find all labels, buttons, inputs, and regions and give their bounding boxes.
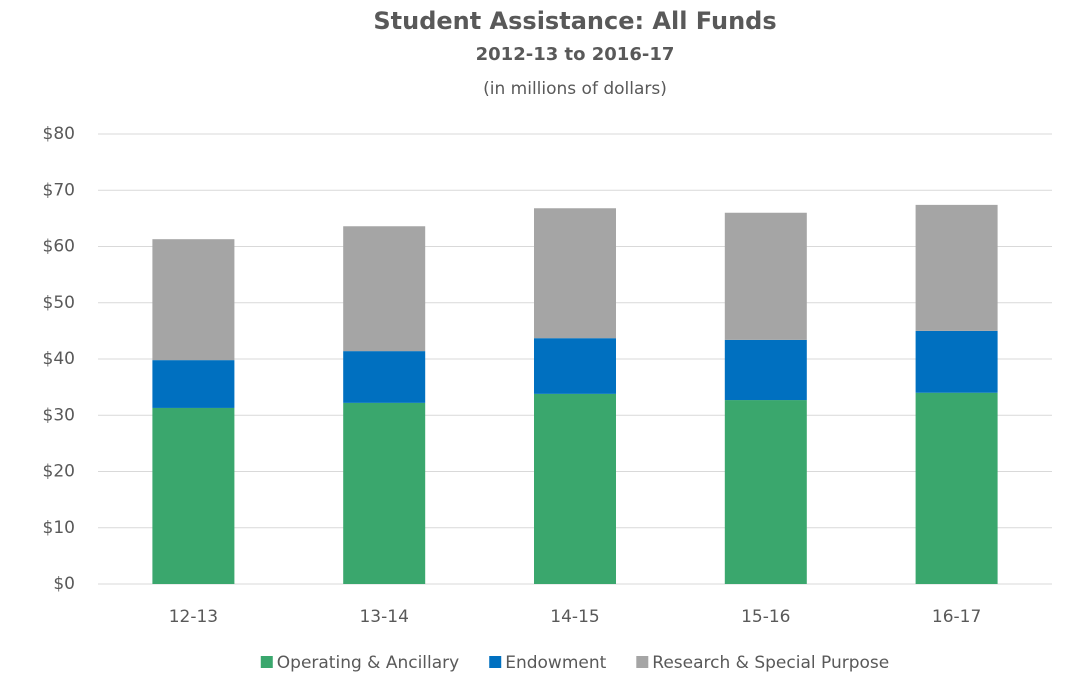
- x-tick-label: 13-14: [359, 607, 408, 627]
- bar-segment: [343, 226, 426, 352]
- bar-segment: [915, 330, 998, 393]
- bar-segment: [724, 212, 807, 340]
- y-tick-label: $70: [43, 180, 75, 200]
- bar-segment: [343, 351, 426, 403]
- y-tick-label: $30: [43, 405, 75, 425]
- y-tick-label: $50: [43, 293, 75, 313]
- bar-segment: [152, 407, 235, 584]
- bar-segment: [534, 208, 616, 339]
- chart-title: Student Assistance: All Funds: [373, 7, 776, 35]
- x-tick-label: 15-16: [741, 607, 790, 627]
- legend-swatch: [260, 656, 273, 668]
- legend-label: Endowment: [505, 653, 606, 673]
- y-tick-label: $80: [43, 124, 75, 144]
- bar-segment: [152, 360, 235, 408]
- bar-segment: [343, 402, 426, 584]
- y-tick-label: $0: [53, 574, 75, 594]
- y-tick-label: $20: [43, 462, 75, 482]
- legend-label: Operating & Ancillary: [277, 653, 459, 673]
- legend-swatch: [489, 656, 502, 668]
- bar-segment: [724, 339, 807, 401]
- bar-segment: [152, 239, 235, 361]
- x-tick-label: 16-17: [932, 607, 981, 627]
- y-tick-label: $40: [43, 349, 75, 369]
- units-note: (in millions of dollars): [483, 79, 667, 99]
- bar-segment: [724, 400, 807, 584]
- bar-segment: [534, 393, 616, 584]
- y-tick-label: $10: [43, 518, 75, 538]
- legend-swatch: [636, 656, 649, 668]
- y-tick-label: $60: [43, 237, 75, 257]
- legend-label: Research & Special Purpose: [652, 653, 889, 673]
- x-tick-label: 14-15: [550, 607, 599, 627]
- bar-segment: [915, 392, 998, 584]
- x-tick-label: 12-13: [169, 607, 218, 627]
- bar-segment: [534, 338, 616, 394]
- chart-subtitle: 2012-13 to 2016-17: [476, 44, 675, 65]
- bar-segment: [915, 204, 998, 331]
